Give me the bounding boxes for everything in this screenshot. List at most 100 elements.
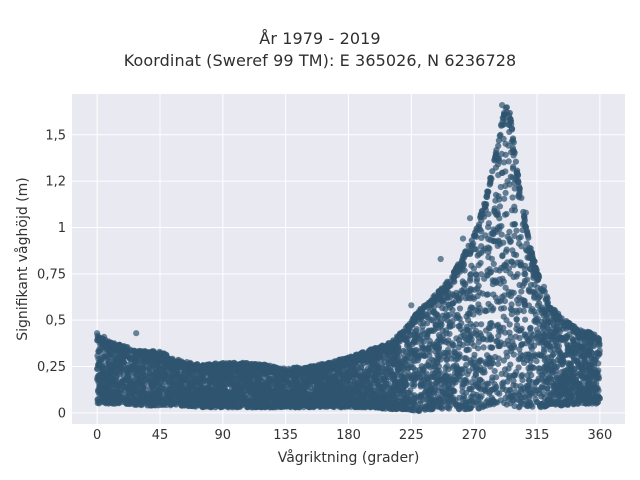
data-point — [487, 363, 494, 370]
data-point — [552, 367, 560, 374]
data-point — [562, 351, 569, 359]
data-point — [464, 340, 471, 347]
data-point — [445, 301, 452, 308]
data-point — [200, 389, 207, 396]
data-point — [533, 358, 540, 365]
data-point — [501, 341, 508, 348]
data-point — [494, 242, 501, 249]
data-point — [351, 378, 358, 385]
data-point — [482, 232, 489, 239]
data-point — [488, 344, 495, 351]
data-point — [443, 386, 450, 393]
data-point — [336, 380, 344, 387]
data-point — [227, 399, 234, 406]
data-point — [413, 326, 420, 333]
data-point — [360, 379, 367, 386]
data-point — [418, 342, 425, 349]
data-point — [436, 377, 443, 384]
data-point — [175, 392, 182, 399]
data-point — [391, 396, 398, 403]
data-point — [478, 321, 485, 328]
data-point — [261, 384, 268, 391]
data-point — [567, 342, 574, 349]
data-point — [487, 303, 495, 310]
data-point — [429, 405, 436, 412]
data-point — [435, 332, 443, 339]
data-point — [533, 317, 540, 324]
data-point — [550, 350, 557, 357]
data-point — [483, 327, 490, 334]
data-point — [592, 356, 600, 363]
data-point — [569, 374, 577, 381]
data-point — [114, 370, 121, 377]
scatter-points — [94, 102, 603, 414]
data-point — [132, 365, 139, 372]
data-point — [196, 377, 203, 384]
data-point — [390, 360, 397, 367]
data-point — [513, 396, 520, 403]
data-point — [491, 368, 498, 375]
data-point — [500, 379, 507, 386]
data-point — [496, 390, 503, 397]
data-point — [496, 267, 503, 274]
data-point — [596, 395, 603, 402]
data-point — [565, 362, 573, 369]
data-point — [410, 382, 417, 389]
data-point — [500, 159, 507, 166]
data-point — [455, 314, 462, 321]
data-point — [501, 366, 509, 373]
data-point — [505, 158, 512, 165]
data-point — [494, 337, 501, 344]
data-point — [507, 333, 514, 341]
data-point — [396, 352, 403, 359]
data-point — [550, 358, 557, 365]
data-point — [445, 404, 452, 411]
data-point — [460, 381, 467, 388]
data-point — [507, 238, 514, 245]
data-point — [585, 365, 592, 372]
data-point — [269, 376, 276, 383]
data-point — [513, 251, 520, 259]
data-point — [511, 221, 518, 228]
data-point — [561, 336, 568, 343]
data-point — [515, 364, 522, 371]
data-point — [477, 330, 484, 337]
data-point — [521, 302, 528, 309]
data-point — [501, 292, 508, 299]
data-point — [358, 363, 365, 370]
data-point — [529, 306, 536, 313]
data-point — [429, 317, 436, 324]
data-point — [570, 337, 577, 344]
data-point — [495, 193, 502, 200]
data-point — [550, 376, 558, 383]
data-point — [418, 378, 425, 385]
data-point — [510, 351, 517, 358]
data-point — [502, 189, 509, 196]
data-point — [498, 150, 505, 157]
data-point — [421, 403, 428, 410]
data-point — [506, 321, 513, 328]
data-point — [480, 344, 487, 351]
data-point — [487, 269, 494, 276]
data-point — [516, 346, 523, 353]
data-point — [522, 270, 529, 278]
data-point — [480, 335, 487, 342]
data-point — [544, 311, 551, 318]
data-point — [331, 377, 338, 384]
data-point — [470, 355, 477, 362]
data-point — [232, 380, 239, 387]
data-point — [482, 360, 489, 367]
data-point — [378, 388, 385, 396]
data-point — [283, 400, 290, 407]
data-point — [570, 350, 578, 357]
data-point — [516, 334, 523, 342]
data-point — [525, 351, 532, 358]
data-point — [478, 243, 485, 250]
data-point — [361, 396, 368, 403]
data-point — [123, 368, 130, 375]
data-point — [385, 360, 392, 367]
data-point — [492, 294, 499, 301]
data-point — [531, 384, 538, 391]
data-point — [536, 368, 543, 375]
data-point — [510, 382, 517, 389]
